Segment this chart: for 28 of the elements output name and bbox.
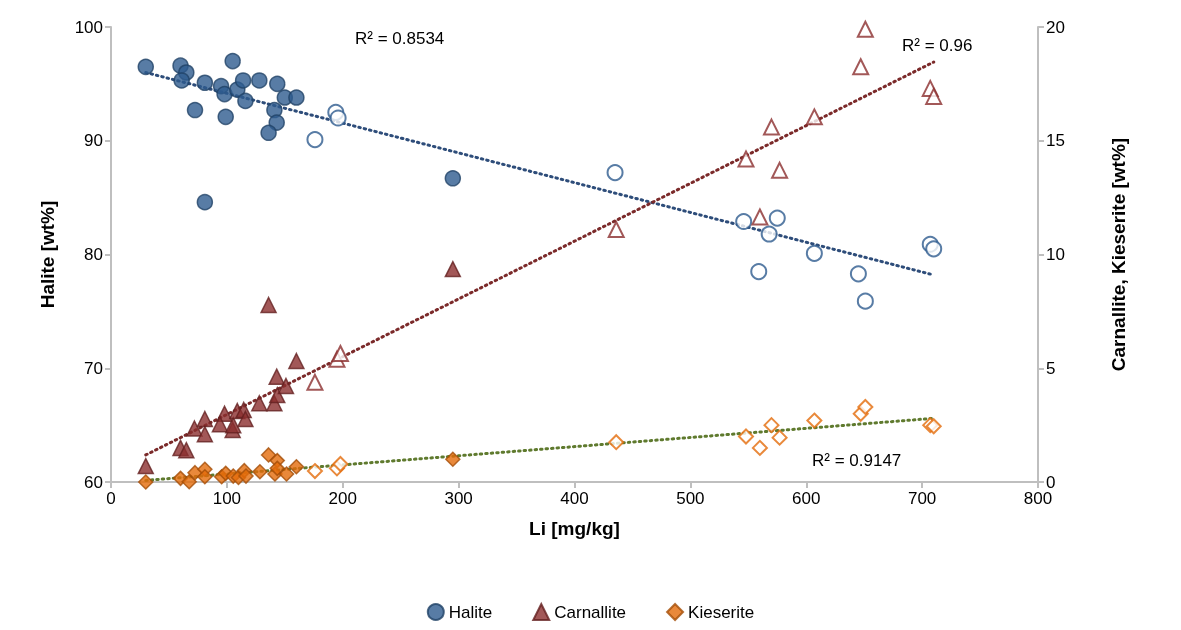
x-tick-label: 800 <box>1023 489 1053 508</box>
y2-tick-label: 5 <box>1046 358 1056 378</box>
y-tick-label: 70 <box>84 358 103 378</box>
annotation: R² = 0.9147 <box>812 451 902 470</box>
x-axis-title: Li [mg/kg] <box>529 517 620 539</box>
annotation: R² = 0.96 <box>902 36 973 55</box>
y-axis-title: Halite [wt%] <box>36 200 58 309</box>
legend-label: Halite <box>448 602 493 622</box>
legend-label: Carnallite <box>554 602 627 622</box>
x-tick-label: 0 <box>106 489 116 508</box>
y2-tick-label: 20 <box>1046 17 1065 37</box>
y-tick-label: 60 <box>84 472 103 492</box>
x-tick-label: 400 <box>560 489 589 508</box>
annotation: R² = 0.8534 <box>355 29 445 48</box>
y-tick-label: 80 <box>84 245 103 264</box>
y2-axis-title: Carnallite, Kieserite [wt%] <box>1107 137 1129 372</box>
x-tick-label: 500 <box>676 489 705 508</box>
y2-tick-label: 0 <box>1046 472 1056 492</box>
x-tick-label: 300 <box>444 489 473 508</box>
x-tick-label: 700 <box>907 489 937 508</box>
x-tick-label: 100 <box>212 489 242 508</box>
y-tick-label: 100 <box>74 17 103 37</box>
y-tick-label: 90 <box>84 131 103 151</box>
y2-tick-label: 15 <box>1046 131 1065 151</box>
x-tick-label: 600 <box>792 489 821 508</box>
legend-label: Kieserite <box>688 602 755 622</box>
x-tick-label: 200 <box>328 489 357 508</box>
y2-tick-label: 10 <box>1046 245 1065 264</box>
